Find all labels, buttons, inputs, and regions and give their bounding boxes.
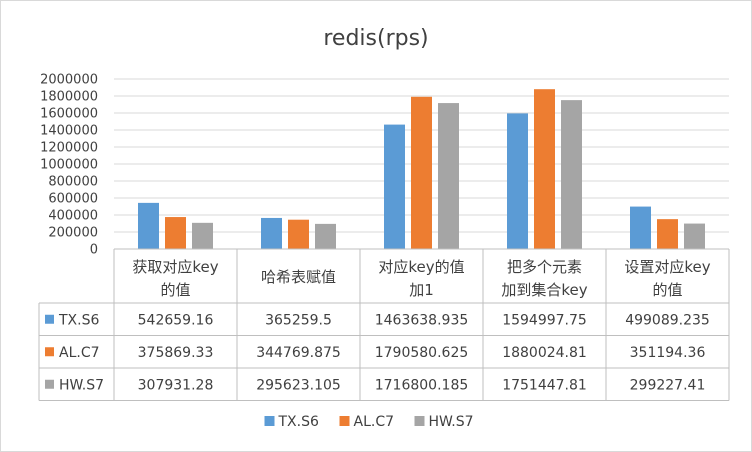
category-label: 的值 bbox=[652, 281, 682, 299]
data-label: 1751447.81 bbox=[502, 377, 587, 393]
bar bbox=[657, 219, 678, 249]
data-label: 365259.5 bbox=[265, 312, 332, 328]
data-label: 295623.105 bbox=[256, 377, 341, 393]
data-label: 1880024.81 bbox=[502, 345, 587, 361]
bar bbox=[534, 89, 555, 249]
bar bbox=[315, 223, 336, 249]
legend-label: AL.C7 bbox=[354, 414, 395, 430]
bar bbox=[384, 124, 405, 249]
legend-label: TX.S6 bbox=[278, 414, 319, 430]
data-label: 542659.16 bbox=[138, 312, 214, 328]
data-label: 1594997.75 bbox=[502, 312, 587, 328]
series-key bbox=[45, 347, 54, 357]
y-tick-label: 600000 bbox=[48, 192, 98, 207]
category-label: 加1 bbox=[409, 281, 434, 299]
y-tick-label: 1600000 bbox=[40, 107, 98, 122]
category-label: 把多个元素 bbox=[507, 258, 582, 276]
y-tick-label: 2000000 bbox=[40, 73, 98, 88]
bar bbox=[630, 206, 651, 249]
data-label: 375869.33 bbox=[138, 345, 214, 361]
data-label: 1790580.625 bbox=[375, 345, 469, 361]
y-axis-tick-labels: 0 200000 400000 600000 800000 1000000 1200000 1… bbox=[40, 73, 98, 258]
series-name: HW.S7 bbox=[59, 377, 104, 393]
y-tick-label: 1200000 bbox=[40, 141, 98, 156]
data-label: 307931.28 bbox=[138, 377, 214, 393]
series-key bbox=[45, 379, 54, 389]
legend-swatch bbox=[414, 416, 425, 426]
category-label: 获取对应key bbox=[132, 258, 218, 276]
data-label: 344769.875 bbox=[256, 345, 341, 361]
y-tick-label: 200000 bbox=[48, 226, 98, 241]
legend: TX.S6 AL.C7 HW.S7 bbox=[264, 414, 474, 430]
category-label: 对应key的值 bbox=[378, 258, 464, 276]
bar bbox=[507, 113, 528, 249]
y-tick-label: 1400000 bbox=[40, 124, 98, 139]
bars bbox=[138, 89, 705, 249]
data-label: 299227.41 bbox=[630, 377, 706, 393]
y-tick-label: 1000000 bbox=[40, 158, 98, 173]
y-tick-label: 400000 bbox=[48, 209, 98, 224]
bar bbox=[438, 103, 459, 249]
y-tick-label: 800000 bbox=[48, 175, 98, 190]
legend-label: HW.S7 bbox=[429, 414, 474, 430]
series-name: TX.S6 bbox=[58, 312, 99, 328]
bar bbox=[261, 217, 282, 249]
bar bbox=[561, 100, 582, 249]
data-label: 1463638.935 bbox=[375, 312, 469, 328]
bar bbox=[684, 223, 705, 249]
y-tick-label: 1800000 bbox=[40, 90, 98, 105]
data-label: 1716800.185 bbox=[375, 377, 469, 393]
category-label: 设置对应key bbox=[624, 258, 710, 276]
data-label: 499089.235 bbox=[625, 312, 710, 328]
legend-swatch bbox=[339, 416, 350, 426]
bar bbox=[165, 217, 186, 249]
bar bbox=[192, 222, 213, 249]
y-tick-label: 0 bbox=[90, 243, 98, 258]
chart-title: redis(rps) bbox=[323, 26, 428, 51]
legend-swatch bbox=[264, 416, 275, 426]
bar bbox=[411, 96, 432, 249]
bar bbox=[138, 202, 159, 249]
category-label: 加到集合key bbox=[501, 281, 587, 299]
bar bbox=[288, 219, 309, 249]
series-name: AL.C7 bbox=[59, 345, 100, 361]
data-label: 351194.36 bbox=[630, 345, 706, 361]
category-label: 的值 bbox=[160, 281, 190, 299]
series-key bbox=[45, 314, 54, 324]
category-label: 哈希表赋值 bbox=[261, 268, 336, 286]
